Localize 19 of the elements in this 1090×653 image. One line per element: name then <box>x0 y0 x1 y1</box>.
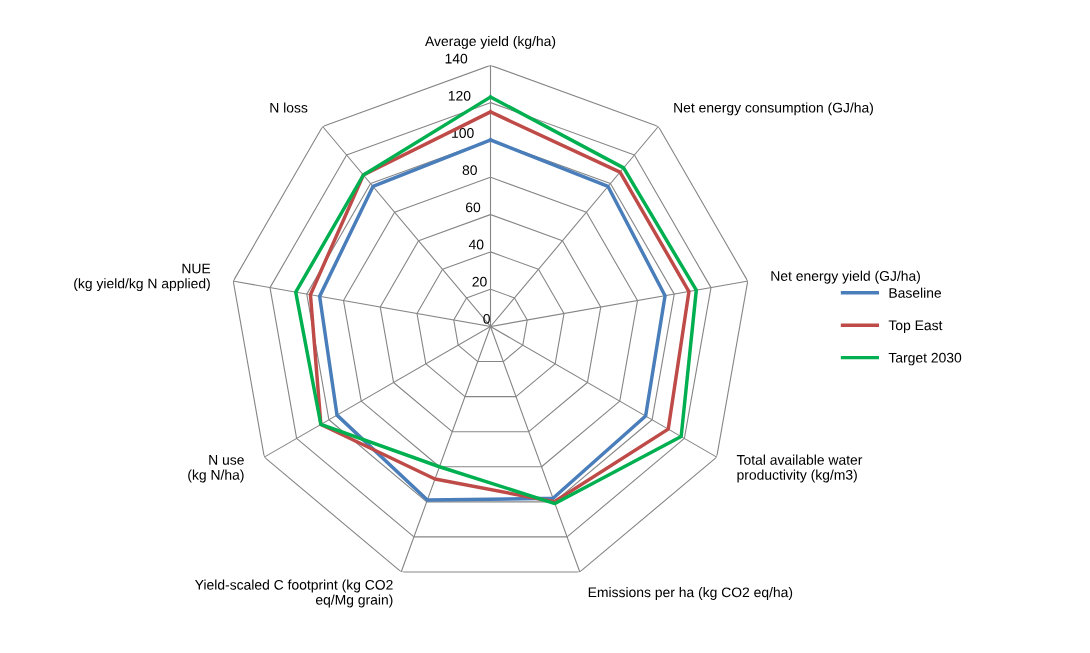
y-tick-label: 20 <box>472 276 487 287</box>
spoke-label: Emissions per ha (kg CO2 eq/ha) <box>588 587 793 600</box>
spoke-label: N loss <box>270 102 308 113</box>
spoke-label: Net energy yield (GJ/ha) <box>771 270 920 284</box>
legend-label: Top East <box>888 320 943 333</box>
y-tick-label: 40 <box>468 239 484 250</box>
legend-label: Target 2030 <box>888 352 962 366</box>
spoke-label: N use (kg N/ha) <box>188 455 244 483</box>
y-tick-label: 120 <box>448 90 471 101</box>
y-tick-label: 140 <box>445 53 468 64</box>
legend-label: Baseline <box>889 287 942 298</box>
spoke-label: NUE (kg yield/kg N applied) <box>74 263 211 292</box>
y-tick-label: 80 <box>462 165 477 176</box>
spoke-label: Yield-scaled C footprint (kg CO2 eq/Mg grain) <box>195 579 393 608</box>
spoke-label: Average yield (kg/ha) <box>425 35 556 49</box>
spoke-label: Total available water productivity (kg/m3) <box>736 454 863 483</box>
y-tick-label: 60 <box>466 202 481 213</box>
y-tick-label: 0 <box>483 313 490 324</box>
spoke-label: Net energy consumption (GJ/ha) <box>674 102 873 116</box>
